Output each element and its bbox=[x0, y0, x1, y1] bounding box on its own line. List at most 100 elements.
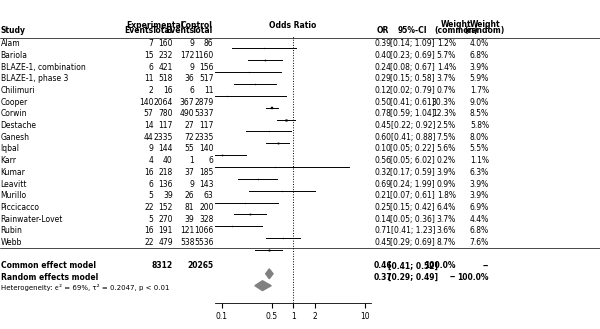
Text: 1.4%: 1.4% bbox=[437, 63, 456, 72]
Text: 5536: 5536 bbox=[194, 238, 214, 247]
Text: 5: 5 bbox=[149, 215, 154, 224]
Text: 0.25: 0.25 bbox=[374, 203, 391, 212]
Text: 4.4%: 4.4% bbox=[470, 215, 489, 224]
Text: 11: 11 bbox=[144, 74, 154, 83]
Text: Weight: Weight bbox=[469, 20, 500, 29]
Text: 6.3%: 6.3% bbox=[470, 168, 489, 177]
Text: [0.29; 0.69]: [0.29; 0.69] bbox=[391, 238, 435, 247]
Text: 11: 11 bbox=[204, 86, 214, 95]
Text: 9: 9 bbox=[149, 144, 154, 153]
Text: 152: 152 bbox=[158, 203, 173, 212]
Text: 6.8%: 6.8% bbox=[470, 226, 489, 235]
Text: 0.24: 0.24 bbox=[374, 63, 391, 72]
Text: 9: 9 bbox=[190, 63, 194, 72]
Text: [0.41; 0.61]: [0.41; 0.61] bbox=[391, 98, 435, 107]
Text: [0.15; 0.42]: [0.15; 0.42] bbox=[391, 203, 435, 212]
Text: 6: 6 bbox=[190, 86, 194, 95]
Text: 232: 232 bbox=[158, 51, 173, 60]
Text: [0.41; 1.23]: [0.41; 1.23] bbox=[391, 226, 435, 235]
Text: 36: 36 bbox=[185, 74, 194, 83]
Text: 37: 37 bbox=[185, 168, 194, 177]
Text: 200: 200 bbox=[199, 203, 214, 212]
Text: 2.5%: 2.5% bbox=[437, 121, 456, 130]
Text: Study: Study bbox=[1, 27, 26, 36]
Text: 8.0%: 8.0% bbox=[470, 133, 489, 142]
Text: --: -- bbox=[450, 273, 456, 282]
Text: 421: 421 bbox=[158, 63, 173, 72]
Text: 328: 328 bbox=[199, 215, 214, 224]
Text: 479: 479 bbox=[158, 238, 173, 247]
Text: 8.7%: 8.7% bbox=[437, 238, 456, 247]
Text: 4.0%: 4.0% bbox=[470, 39, 489, 48]
Text: Total: Total bbox=[152, 27, 173, 36]
Text: 100.0%: 100.0% bbox=[458, 273, 489, 282]
Text: 16: 16 bbox=[144, 226, 154, 235]
Text: Murillo: Murillo bbox=[1, 191, 27, 200]
Text: 15: 15 bbox=[144, 51, 154, 60]
Text: 2335: 2335 bbox=[154, 133, 173, 142]
Text: [0.15; 0.58]: [0.15; 0.58] bbox=[391, 74, 435, 83]
Text: 1.1%: 1.1% bbox=[470, 156, 489, 165]
Text: 144: 144 bbox=[158, 144, 173, 153]
Text: 156: 156 bbox=[199, 63, 214, 72]
Text: 100.0%: 100.0% bbox=[425, 262, 456, 270]
Text: [0.02; 0.79]: [0.02; 0.79] bbox=[391, 86, 435, 95]
Text: [0.41; 0.52]: [0.41; 0.52] bbox=[388, 262, 438, 270]
Text: [0.05; 0.22]: [0.05; 0.22] bbox=[391, 144, 435, 153]
Text: 5.6%: 5.6% bbox=[437, 144, 456, 153]
Text: 8.5%: 8.5% bbox=[470, 109, 489, 118]
Text: Iqbal: Iqbal bbox=[1, 144, 20, 153]
Text: 7: 7 bbox=[149, 39, 154, 48]
Text: (common): (common) bbox=[434, 27, 478, 36]
Text: 490: 490 bbox=[180, 109, 194, 118]
Text: [0.24; 1.99]: [0.24; 1.99] bbox=[391, 180, 435, 189]
Text: 16: 16 bbox=[163, 86, 173, 95]
Text: 185: 185 bbox=[199, 168, 214, 177]
Text: 3.9%: 3.9% bbox=[470, 191, 489, 200]
Text: 5.9%: 5.9% bbox=[470, 74, 489, 83]
Text: 72: 72 bbox=[185, 133, 194, 142]
Text: 0.71: 0.71 bbox=[374, 226, 391, 235]
Text: 2879: 2879 bbox=[194, 98, 214, 107]
Text: 121: 121 bbox=[180, 226, 194, 235]
Polygon shape bbox=[255, 281, 271, 291]
Text: 0.60: 0.60 bbox=[374, 133, 391, 142]
Text: 160: 160 bbox=[158, 39, 173, 48]
Text: 6: 6 bbox=[149, 63, 154, 72]
Text: Alam: Alam bbox=[1, 39, 20, 48]
Text: 14: 14 bbox=[144, 121, 154, 130]
Text: [0.08; 0.67]: [0.08; 0.67] bbox=[391, 63, 435, 72]
Text: Chilimuri: Chilimuri bbox=[1, 86, 35, 95]
Polygon shape bbox=[266, 269, 273, 279]
Text: (random): (random) bbox=[464, 27, 505, 36]
Text: [0.07; 0.61]: [0.07; 0.61] bbox=[391, 191, 435, 200]
Text: 0.78: 0.78 bbox=[374, 109, 391, 118]
Text: 0.40: 0.40 bbox=[374, 51, 391, 60]
Text: 81: 81 bbox=[185, 203, 194, 212]
Text: 0.12: 0.12 bbox=[374, 86, 391, 95]
Text: 0.32: 0.32 bbox=[374, 168, 391, 177]
Text: Rubin: Rubin bbox=[1, 226, 22, 235]
Text: 3.9%: 3.9% bbox=[437, 168, 456, 177]
Text: [0.23; 0.69]: [0.23; 0.69] bbox=[391, 51, 435, 60]
Text: Total: Total bbox=[193, 27, 214, 36]
Text: 1.2%: 1.2% bbox=[437, 39, 456, 48]
Text: 0.7%: 0.7% bbox=[437, 86, 456, 95]
Text: 20265: 20265 bbox=[187, 262, 214, 270]
Text: 6.8%: 6.8% bbox=[470, 51, 489, 60]
Text: Heterogeneity: ϵ² = 69%, τ² = 0.2047, p < 0.01: Heterogeneity: ϵ² = 69%, τ² = 0.2047, p … bbox=[1, 284, 169, 291]
Text: BLAZE-1, combination: BLAZE-1, combination bbox=[1, 63, 85, 72]
Text: [0.22; 0.92]: [0.22; 0.92] bbox=[391, 121, 435, 130]
Text: 5.8%: 5.8% bbox=[470, 121, 489, 130]
Text: 0.21: 0.21 bbox=[374, 191, 391, 200]
Text: 0.37: 0.37 bbox=[373, 273, 392, 282]
Text: 0.29: 0.29 bbox=[374, 74, 391, 83]
Text: 7.5%: 7.5% bbox=[437, 133, 456, 142]
Text: Events: Events bbox=[124, 27, 154, 36]
Text: 5: 5 bbox=[149, 191, 154, 200]
Text: Experimental: Experimental bbox=[127, 21, 184, 30]
Text: 3.7%: 3.7% bbox=[437, 74, 456, 83]
Text: Odds Ratio: Odds Ratio bbox=[269, 21, 316, 30]
Text: 63: 63 bbox=[204, 191, 214, 200]
Text: 1: 1 bbox=[190, 156, 194, 165]
